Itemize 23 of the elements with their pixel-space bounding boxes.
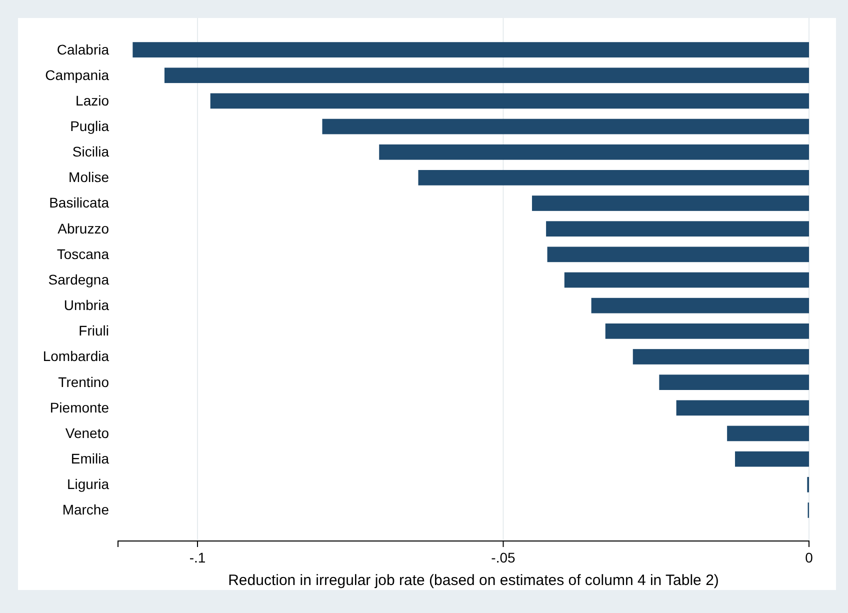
x-tick-label: 0 [805,550,814,566]
y-tick-label: Umbria [64,297,110,314]
y-tick-label: Lombardia [42,348,110,364]
y-tick-label: Abruzzo [58,220,110,236]
y-tick-label: Sardegna [48,271,110,288]
y-tick-label: Piemonte [50,399,110,416]
y-tick-label: Toscana [56,246,110,262]
y-tick-label: Puglia [70,118,110,134]
y-tick-label: Molise [68,169,110,186]
x-tick-label: -.1 [189,550,206,566]
y-tick-label: Basilicata [49,194,110,211]
y-tick-label: Campania [45,66,110,83]
y-tick-label: Friuli [78,322,109,339]
y-tick-label: Calabria [56,41,110,58]
y-tick-label: Liguria [66,476,110,492]
x-tick-label: -.05 [491,550,516,566]
y-tick-label: Trentino [58,374,110,390]
y-tick-label: Marche [62,502,110,518]
y-tick-label: Sicilia [72,144,110,160]
y-tick-label: Veneto [65,424,110,441]
y-tick-label: Lazio [76,92,110,108]
y-tick-label: Emilia [70,450,110,467]
x-axis-title: Reduction in irregular job rate (based on estimates of column 4 in Table 2) [228,572,719,589]
